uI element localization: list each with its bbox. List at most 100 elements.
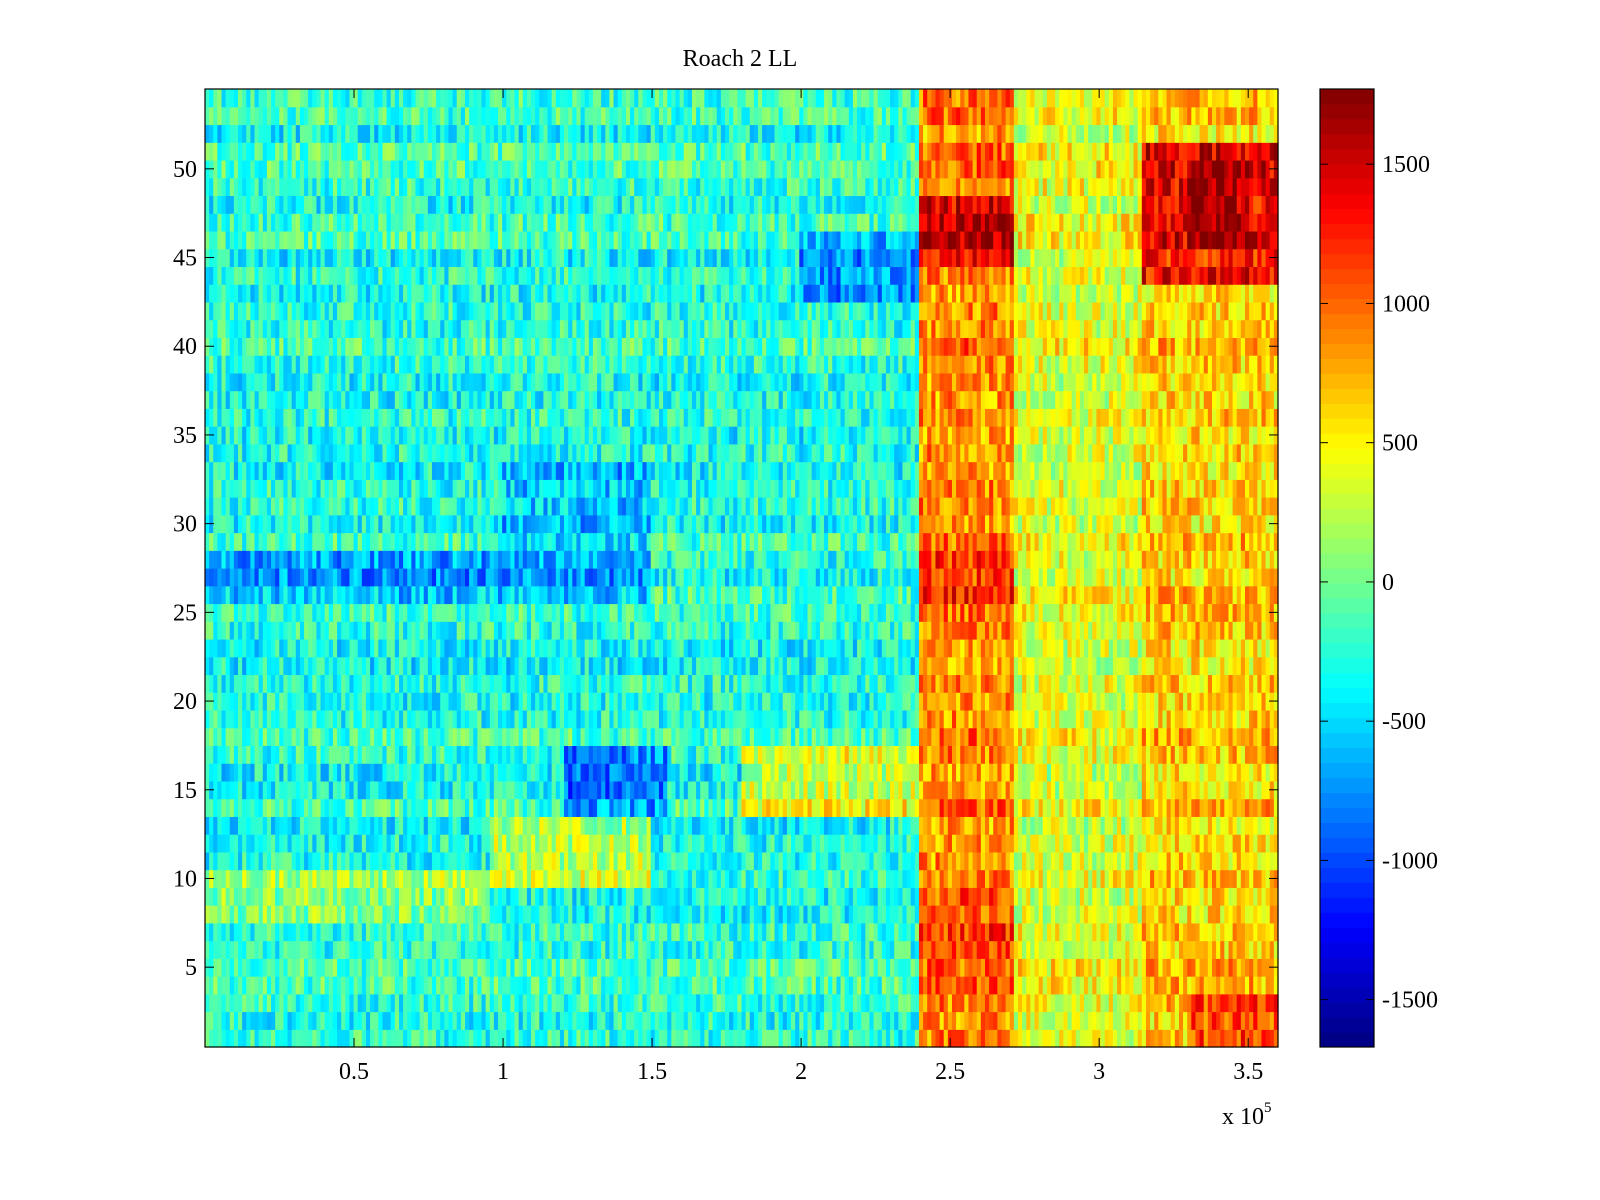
heatmap-cell [720,922,726,942]
heatmap-cell [526,993,532,1013]
heatmap-cell [1137,763,1143,782]
heatmap-cell [720,887,726,906]
heatmap-cell [914,816,920,835]
heatmap-cell [861,709,866,729]
heatmap-cell [1154,869,1159,888]
heatmap-cell [539,993,545,1013]
heatmap-cell [460,922,466,942]
heatmap-cell [708,834,714,853]
heatmap-cell [832,869,838,888]
heatmap-cell [1137,869,1143,888]
heatmap-cell [374,851,379,871]
heatmap-cell [1170,887,1176,906]
heatmap-cell [791,798,796,817]
heatmap-cell [238,763,243,782]
heatmap-cell [1195,1011,1201,1030]
heatmap-cell [465,709,470,729]
heatmap-cell [1199,798,1205,817]
heatmap-cell [398,940,404,959]
heatmap-cell [724,798,730,817]
heatmap-cell [786,816,792,835]
heatmap-cell [675,993,681,1013]
heatmap-cell [1067,763,1073,782]
heatmap-cell [1071,869,1077,888]
heatmap-cell [1261,905,1267,924]
heatmap-cell [857,958,862,977]
heatmap-cell [225,834,231,853]
heatmap-cell [374,745,379,764]
heatmap-cell [436,958,441,977]
heatmap-cell [836,958,842,977]
heatmap-cell [708,940,714,959]
heatmap-cell [642,940,648,959]
heatmap-cell [1244,798,1250,817]
heatmap-cell [1104,869,1110,888]
heatmap-cell [704,869,710,888]
heatmap-cell [1170,798,1176,817]
heatmap-cell [1199,834,1205,853]
heatmap-cell [758,1011,763,1030]
heatmap-cell [1005,1029,1011,1048]
heatmap-cell [283,1011,289,1030]
heatmap-cell [1042,834,1048,853]
heatmap-cell [943,940,949,959]
heatmap-cell [778,763,784,782]
heatmap-cell [1166,780,1172,800]
heatmap-cell [1055,1029,1060,1048]
heatmap-cell [1257,763,1263,782]
heatmap-cell [1191,940,1197,959]
heatmap-cell [1232,887,1238,906]
heatmap-cell [345,958,351,977]
heatmap-cell [811,905,817,924]
heatmap-cell [1211,976,1217,995]
heatmap-cell [431,834,437,853]
heatmap-cell [1145,922,1151,942]
heatmap-cell [238,727,243,747]
heatmap-cell [250,976,256,995]
heatmap-cell [1125,958,1131,977]
heatmap-cell [679,1029,685,1048]
heatmap-cell [382,922,388,942]
heatmap-cell [1112,745,1118,764]
heatmap-cell [518,993,524,1013]
heatmap-cell [279,816,285,835]
heatmap-cell [696,834,701,853]
heatmap-cell [551,780,557,800]
heatmap-cell [283,727,289,747]
heatmap-cell [621,798,627,817]
heatmap-cell [1055,834,1060,853]
heatmap-cell [365,1029,371,1048]
heatmap-cell [1273,1011,1279,1030]
heatmap-cell [1216,763,1221,782]
heatmap-cell [650,958,656,977]
heatmap-cell [312,780,318,800]
heatmap-cell [1158,869,1164,888]
heatmap-cell [568,709,573,729]
heatmap-cell [559,993,565,1013]
heatmap-cell [1088,958,1093,977]
heatmap-cell [1257,816,1263,835]
heatmap-cell [857,869,862,888]
heatmap-cell [572,709,578,729]
heatmap-cell [287,993,293,1013]
heatmap-cell [242,745,247,764]
heatmap-cell [737,780,743,800]
heatmap-cell [1224,745,1230,764]
heatmap-cell [791,834,796,853]
heatmap-cell [291,958,297,977]
heatmap-cell [597,780,602,800]
heatmap-cell [1253,816,1258,835]
heatmap-cell [1154,780,1159,800]
heatmap-cell [262,851,268,871]
heatmap-cell [1100,976,1106,995]
heatmap-cell [852,727,858,747]
heatmap-cell [328,851,334,871]
heatmap-cell [931,922,937,942]
heatmap-cell [885,869,891,888]
heatmap-cell [481,976,487,995]
heatmap-cell [1150,727,1155,747]
heatmap-cell [906,780,912,800]
heatmap-cell [1203,905,1209,924]
heatmap-cell [394,905,400,924]
heatmap-cell [873,851,879,871]
